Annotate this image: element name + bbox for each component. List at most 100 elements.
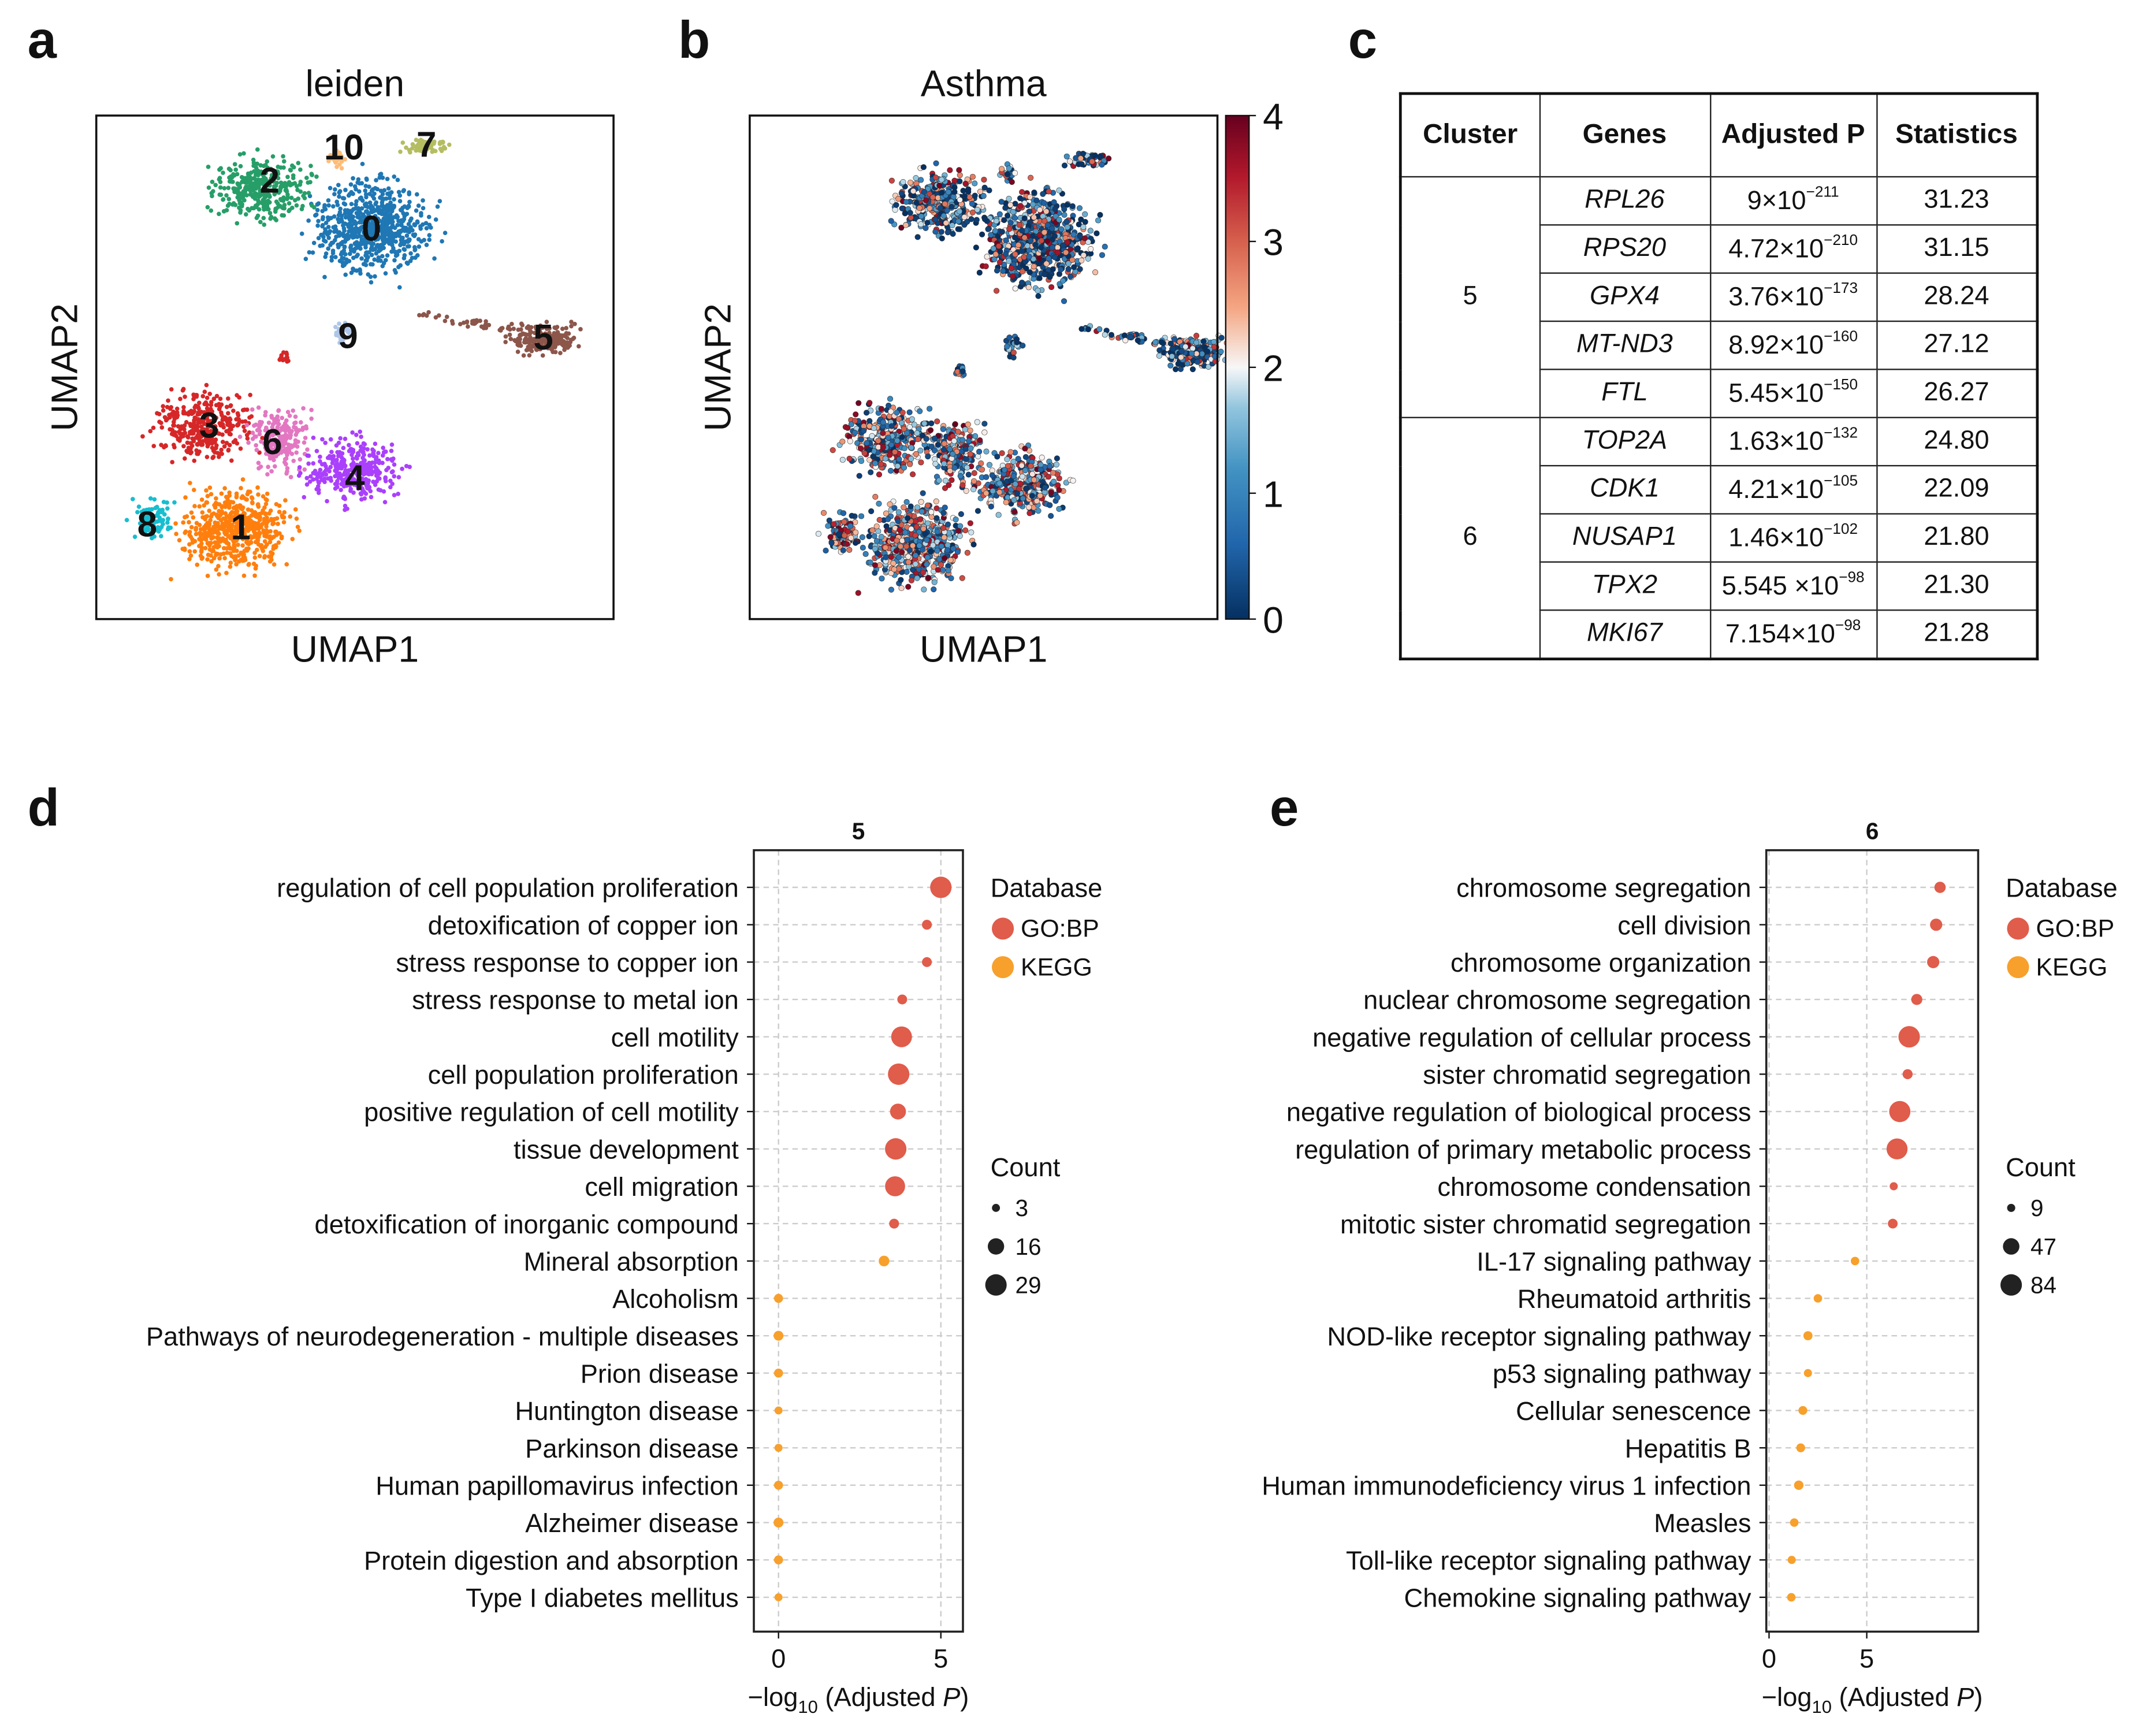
cluster-label-2: 2 [260,161,280,200]
cell-point [444,314,449,319]
cell-point [1167,362,1174,369]
cell-point [267,211,273,215]
cell-point [358,267,362,272]
cell-point [271,179,276,184]
cell-point [390,236,395,241]
cell-point [887,452,893,458]
cell-point [1019,228,1025,234]
cell-point [171,432,176,437]
cell-point [381,450,386,455]
cell-point [353,206,358,211]
cell-point [995,243,1002,250]
cell-point [927,406,933,412]
cell-point [276,452,281,456]
cell-point [415,253,420,258]
cell-point [263,451,269,456]
cell-point [437,140,442,145]
cell-point [220,412,224,418]
cell-point [287,201,292,206]
cell-point [306,453,311,458]
cell-point [545,345,551,351]
cell-point [1189,366,1196,373]
cell-point [185,435,191,440]
cell-point [269,166,273,172]
cell-point [1171,336,1178,342]
cell-point [1015,242,1022,248]
cell-point [232,548,237,553]
cell-point [556,341,561,345]
cell-point [345,323,349,328]
cell-point [353,241,358,246]
cell-point [400,466,404,471]
cell-point [340,196,345,200]
cell-point [371,453,376,459]
cell-point [262,222,267,227]
cell-point [299,231,304,236]
cell-point [224,193,229,198]
cell-point [892,449,898,455]
cell-point [999,229,1005,235]
cell-point [321,215,325,220]
cell-point [856,400,862,406]
cell-point [185,440,190,445]
cell-point [962,426,968,433]
cell-point [244,193,249,198]
cell-point [243,189,248,194]
cell-point [199,531,204,536]
cell-point [227,416,232,421]
cell-point [1088,246,1094,252]
cell-point [524,348,529,352]
cell-point [263,512,268,516]
cell-point [887,396,894,402]
cell-point [401,226,406,231]
cell-point [217,192,222,197]
cell-point [199,424,204,429]
cell-point [384,231,389,236]
cell-point [1032,241,1039,248]
cell-point [369,280,374,285]
cell-point [917,408,923,414]
cell-point [564,330,569,336]
cell-point [235,423,240,428]
cell-point [293,414,298,419]
cell-point [540,353,545,358]
cell-point [846,455,853,462]
cell-point [390,469,395,474]
cell-point [238,208,243,213]
cell-point [1051,254,1058,261]
cell-point [151,444,157,448]
cell-point [282,510,287,515]
cell-point [1087,228,1094,234]
cell-point [334,330,339,335]
cell-point [994,288,1000,294]
cell-point [1041,229,1048,236]
cell-point [939,235,945,241]
cell-point [258,464,263,469]
cell-point [540,325,545,330]
cell-point [280,415,284,421]
cell-point [270,154,276,159]
cell-point [347,449,352,453]
cell-point [553,350,558,355]
cell-point [1078,161,1085,168]
cell-point [341,233,346,239]
cell-point [239,486,243,490]
cell-point [369,188,374,193]
cell-point [885,434,891,441]
cell-point [349,464,355,469]
cell-point [195,451,199,456]
cell-point [983,263,989,270]
cell-point [871,425,877,432]
cell-point [207,523,212,527]
cell-point [915,436,921,443]
cell-point [291,458,296,463]
cell-point [252,555,258,560]
cell-point [200,394,206,399]
cell-point [174,406,180,411]
cell-point [264,447,269,452]
cell-point [214,552,218,557]
cell-point [285,174,290,180]
cell-point [1036,255,1043,262]
cell-point [347,443,351,448]
cell-point [236,413,241,418]
